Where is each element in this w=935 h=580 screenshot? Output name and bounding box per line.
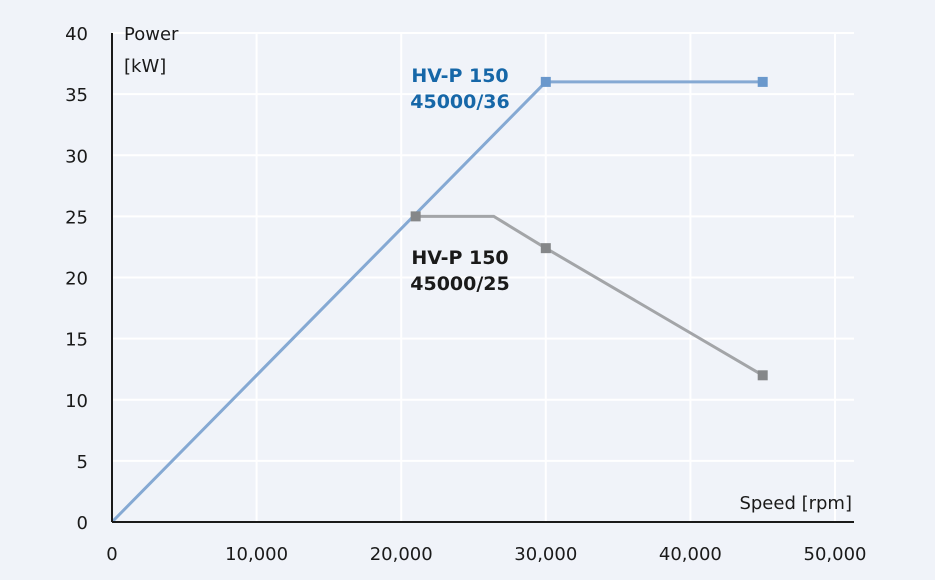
y-tick-label: 15 bbox=[65, 330, 88, 351]
y-tick-label: 10 bbox=[65, 391, 88, 412]
y-tick-label: 35 bbox=[65, 85, 88, 106]
series-line-0 bbox=[110, 80, 763, 524]
series-0-marker bbox=[540, 76, 551, 87]
y-tick-label: 20 bbox=[65, 269, 88, 290]
series-group bbox=[110, 76, 768, 524]
x-tick-label: 20,000 bbox=[370, 544, 433, 565]
x-axis-label: Speed [rpm] bbox=[739, 493, 852, 514]
y-tick-label: 30 bbox=[65, 146, 88, 167]
series-label-36-line2: 45000/36 bbox=[410, 91, 509, 113]
series-line-1 bbox=[415, 214, 764, 377]
y-tick-label: 0 bbox=[77, 513, 88, 534]
x-tick-label: 10,000 bbox=[225, 544, 288, 565]
tick-labels: 0 5 10 15 20 25 30 35 40 0 10,000 20,000 30,000 40,00… bbox=[65, 24, 866, 565]
y-tick-label: 40 bbox=[65, 24, 88, 45]
x-tick-label: 40,000 bbox=[659, 544, 722, 565]
x-tick-label: 50,000 bbox=[804, 544, 867, 565]
x-tick-label: 30,000 bbox=[514, 544, 577, 565]
series-1-marker bbox=[540, 243, 551, 254]
series-label-36-line1: HV-P 150 bbox=[411, 65, 508, 87]
y-tick-label: 5 bbox=[77, 452, 88, 473]
series-label-25-line2: 45000/25 bbox=[410, 273, 509, 295]
series-1-marker bbox=[410, 211, 421, 222]
y-tick-label: 25 bbox=[65, 207, 88, 228]
x-tick-label: 0 bbox=[106, 544, 117, 565]
y-axis-label-line2: [kW] bbox=[124, 56, 166, 77]
series-0-marker bbox=[757, 76, 768, 87]
series-1-marker bbox=[757, 370, 768, 381]
y-axis-label-line1: Power bbox=[124, 24, 179, 45]
series-label-25-line1: HV-P 150 bbox=[411, 247, 508, 269]
